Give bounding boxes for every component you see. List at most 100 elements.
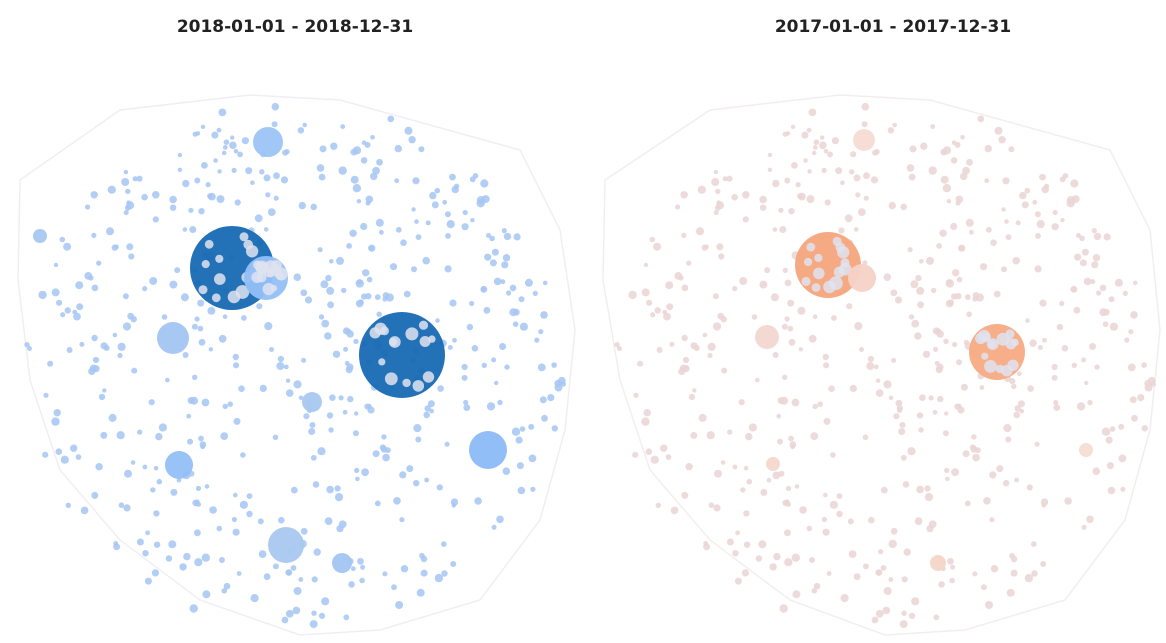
bubble (201, 553, 210, 562)
bubble (801, 276, 811, 286)
bubble (901, 576, 908, 583)
bubble (413, 424, 422, 433)
bubble (259, 384, 267, 392)
bubble (760, 488, 768, 496)
bubble (326, 286, 335, 295)
bubble (926, 525, 934, 533)
bubble (449, 299, 457, 307)
bubble (297, 127, 305, 134)
bubble (643, 262, 649, 268)
bubble (727, 429, 733, 435)
bubble (861, 121, 868, 128)
bubble (681, 232, 687, 238)
bubble (53, 262, 59, 268)
bubble (855, 192, 861, 198)
bubble (823, 492, 828, 498)
bubble (1094, 364, 1100, 370)
bubble (1002, 177, 1010, 185)
bubble (64, 307, 71, 314)
bubble (1101, 427, 1111, 436)
bubble (697, 185, 706, 194)
bubble (891, 357, 897, 363)
bubble (840, 258, 850, 268)
bubble (519, 426, 526, 432)
bubble (833, 266, 845, 278)
bubble (198, 435, 204, 442)
bubble (310, 203, 318, 211)
bubble (1070, 285, 1078, 293)
bubble (338, 166, 347, 175)
bubble (887, 127, 895, 134)
bubble (666, 303, 674, 311)
bubble (155, 432, 163, 441)
bubble (156, 478, 163, 485)
bubble (1034, 211, 1041, 218)
bubble (98, 393, 106, 401)
bubble (298, 577, 304, 582)
bubble (126, 200, 131, 205)
bubble (681, 334, 688, 342)
bubble (65, 502, 72, 508)
bubble (233, 417, 241, 425)
bubble (819, 141, 827, 150)
bubble (321, 319, 330, 328)
bubble (944, 467, 950, 473)
bubble (641, 417, 650, 426)
bubble (216, 195, 225, 204)
bubble (382, 292, 390, 299)
bubble (1092, 467, 1101, 476)
bubble (450, 561, 457, 567)
bubble (182, 352, 189, 358)
bubble (908, 612, 916, 620)
map-title: 2018-01-01 - 2018-12-31 (177, 17, 413, 37)
bubble (859, 347, 864, 352)
bubble (799, 506, 807, 514)
bubble (682, 356, 690, 364)
bubble (848, 264, 876, 292)
bubble (265, 192, 271, 198)
bubble (898, 428, 906, 435)
bubble (990, 565, 999, 573)
bubble (24, 342, 30, 348)
bubble (394, 178, 400, 184)
bubble (539, 396, 547, 404)
bubble (524, 278, 533, 287)
bubble (47, 360, 54, 367)
bubble (990, 239, 997, 246)
bubble (932, 409, 938, 415)
bubble (42, 451, 49, 458)
bubble (368, 244, 376, 252)
bubble (128, 253, 135, 260)
bubble (501, 261, 509, 269)
bubble (223, 582, 231, 590)
bubble (223, 139, 230, 145)
bubble (169, 204, 177, 211)
bubble (778, 207, 784, 213)
bubble (998, 136, 1006, 144)
bubble (502, 467, 511, 476)
bubble (936, 243, 942, 249)
bubble (233, 362, 240, 369)
bubble (899, 422, 906, 428)
bubble (779, 604, 788, 613)
bubble (137, 429, 143, 435)
bubble (1008, 146, 1015, 153)
bubble (770, 293, 779, 302)
bubble (121, 178, 130, 186)
bubble (811, 588, 818, 594)
bubble (123, 504, 131, 512)
bubble (894, 296, 903, 304)
bubble (357, 557, 364, 565)
bubble (204, 239, 214, 249)
bubble (782, 131, 788, 137)
bubble (272, 563, 279, 570)
bubble (628, 290, 637, 300)
bubble (720, 460, 726, 465)
bubble (540, 311, 548, 319)
bubble (1037, 345, 1043, 350)
bubble (853, 227, 859, 232)
dot-layer (24, 102, 567, 629)
bubble (797, 306, 806, 315)
bubble (883, 380, 892, 389)
bubble (989, 517, 995, 523)
